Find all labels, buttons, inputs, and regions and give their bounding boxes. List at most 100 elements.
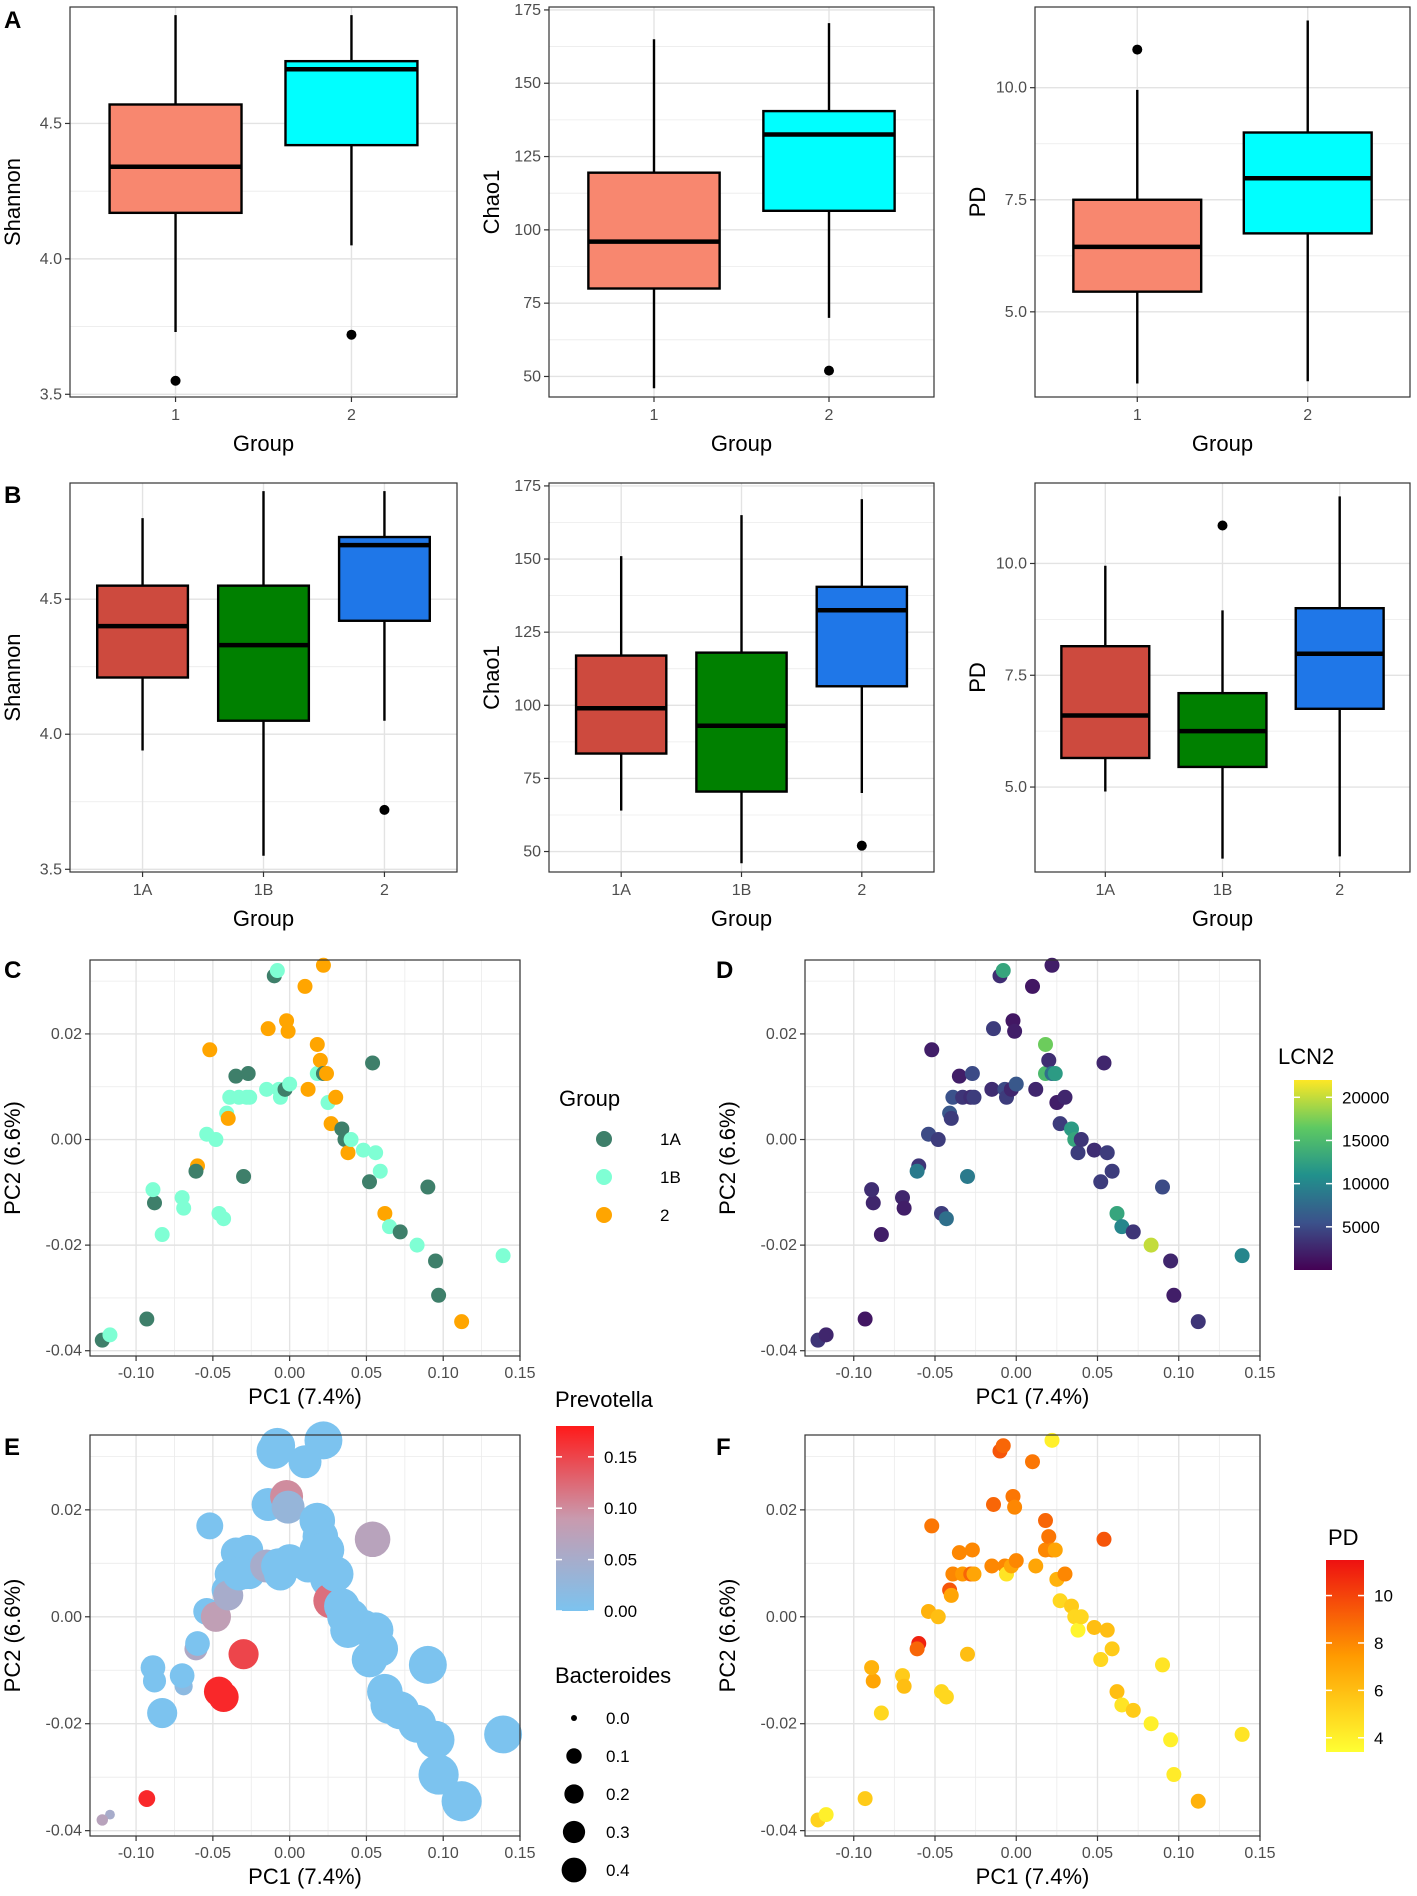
sample-point [408, 1645, 447, 1684]
y-tick-label: 5.0 [1005, 304, 1027, 321]
x-tick-label: 1 [171, 407, 180, 424]
sample-point [1104, 1641, 1120, 1657]
legend-title: Group [559, 1086, 620, 1111]
colorbar-label: 6 [1374, 1681, 1383, 1700]
sample-point [418, 1754, 459, 1795]
sample-point [242, 1089, 258, 1105]
sample-point [1044, 957, 1060, 973]
sample-point [96, 1814, 108, 1826]
colorbar-prevotella: Prevotella 0.00 0.05 0.10 0.15 [555, 1387, 654, 1621]
sample-point [220, 1110, 236, 1126]
colorbar-lcn2: LCN2 5000 10000 15000 20000 [1278, 1044, 1389, 1270]
box-1B [216, 584, 311, 722]
x-tick-label: 1A [611, 882, 631, 899]
legend-label: 0.3 [606, 1823, 630, 1842]
size-key [561, 1857, 587, 1883]
sample-point [315, 957, 331, 973]
y-tick-label: 150 [514, 75, 541, 92]
sample-point [966, 1089, 982, 1105]
legend-label: 0.4 [606, 1861, 630, 1880]
sample-point [312, 1052, 328, 1068]
y-tick-label: 100 [514, 697, 541, 714]
y-tick-label: -0.02 [46, 1237, 83, 1254]
sample-point [240, 1066, 256, 1082]
box-1 [108, 103, 243, 215]
sample-point [1099, 1622, 1115, 1638]
y-tick-label: 0.00 [766, 1132, 797, 1149]
y-tick-label: 4.0 [40, 726, 62, 743]
panel-border [89, 959, 521, 1357]
box-2 [284, 59, 419, 147]
size-key [564, 1784, 584, 1804]
scatter-C-background [90, 960, 520, 1356]
sample-point [169, 1663, 195, 1688]
panel-label-b: B [4, 482, 21, 509]
sample-point [1047, 1066, 1063, 1082]
sample-point [1234, 1248, 1250, 1264]
y-tick-label: 0.02 [51, 1026, 82, 1043]
sample-point [377, 1205, 393, 1221]
sample-point [930, 1132, 946, 1148]
sample-point [1143, 1716, 1159, 1732]
colorbar-label: 0.10 [604, 1499, 637, 1518]
legend-title: Bacteroides [555, 1663, 671, 1688]
legend-label: 0.1 [606, 1747, 630, 1766]
x-tick-label: 0.15 [504, 1365, 535, 1382]
sample-point [1093, 1174, 1109, 1190]
sample-point [484, 1715, 523, 1754]
colorbar-label: 10000 [1342, 1175, 1389, 1194]
sample-point [454, 1314, 470, 1330]
panel-label-e: E [4, 1434, 20, 1461]
box-2 [762, 109, 896, 212]
y-tick-label: 7.5 [1005, 192, 1027, 209]
y-tick-label: 3.5 [40, 861, 62, 878]
sample-point [909, 1163, 925, 1179]
legend-bacteroides: Bacteroides 0.0 0.1 0.2 0.3 0.4 [555, 1663, 671, 1883]
x-tick-label: 1B [254, 882, 274, 899]
y-tick-label: 175 [514, 2, 541, 19]
sample-point [924, 1042, 940, 1058]
sample-point [960, 1168, 975, 1184]
sample-point [271, 1490, 305, 1524]
sample-point [154, 1227, 170, 1243]
x-tick-label: 0.05 [1082, 1845, 1113, 1862]
x-tick-label: 0.10 [1163, 1365, 1194, 1382]
y-tick-label: 100 [514, 222, 541, 239]
box-1 [587, 171, 721, 290]
colorbar-gradient [1294, 1080, 1332, 1270]
sample-point [930, 1609, 946, 1625]
sample-point [1073, 1609, 1089, 1625]
y-tick-label: 3.5 [40, 386, 62, 403]
sample-point [1093, 1652, 1109, 1668]
y-axis-title: Chao1 [479, 645, 504, 710]
x-tick-label: -0.10 [118, 1845, 155, 1862]
y-tick-label: -0.02 [46, 1716, 83, 1733]
x-tick-label: 0.00 [274, 1845, 305, 1862]
x-axis-title: PC1 (7.4%) [248, 1384, 362, 1409]
legend-label: 2 [660, 1206, 669, 1225]
box-1A [96, 584, 190, 679]
sample-point [1070, 1622, 1086, 1638]
sample-point [236, 1168, 252, 1184]
sample-point [1073, 1132, 1089, 1148]
colorbar-title: LCN2 [1278, 1044, 1334, 1069]
y-axis-title: Shannon [0, 633, 25, 721]
scatter-F-background [805, 1435, 1260, 1836]
colorbar-label: 0.00 [604, 1602, 637, 1621]
y-tick-label: 150 [514, 551, 541, 568]
sample-point [176, 1200, 192, 1216]
panel-label-a: A [4, 7, 21, 34]
x-tick-label: 2 [857, 882, 866, 899]
x-tick-label: 0.05 [351, 1365, 382, 1382]
outlier-point [824, 365, 834, 376]
sample-point [1025, 1454, 1040, 1470]
sample-point [857, 1311, 873, 1327]
sample-point [964, 1066, 980, 1082]
sample-point [1155, 1179, 1170, 1195]
sample-point [441, 1781, 482, 1822]
sample-point [1007, 1499, 1023, 1515]
sample-point [343, 1132, 359, 1148]
sample-point [147, 1697, 178, 1729]
y-tick-label: 0.00 [51, 1609, 82, 1626]
sample-point [966, 1566, 982, 1582]
